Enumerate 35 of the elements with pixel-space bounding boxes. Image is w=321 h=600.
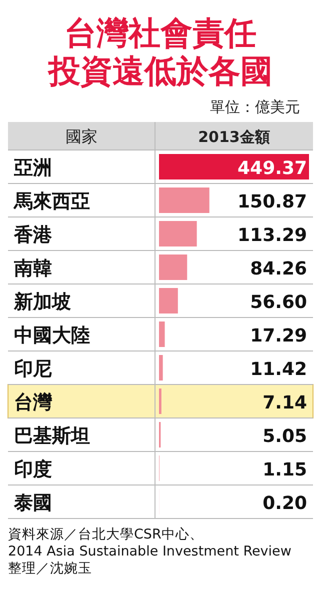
y-tick-label: 中國大陸 <box>14 324 90 346</box>
y-tick-label: 新加坡 <box>13 290 72 313</box>
y-axis-title: 國家 <box>66 127 98 146</box>
data-label: 0.20 <box>262 492 307 514</box>
chart-subtitle: 單位：億美元 <box>210 98 300 116</box>
data-label: 113.29 <box>238 224 307 246</box>
data-label: 150.87 <box>238 191 307 212</box>
text: 整理／沈婉玉 <box>8 560 92 576</box>
data-label: 5.05 <box>262 426 307 447</box>
data-label: 56.60 <box>250 292 307 313</box>
y-tick-label: 香港 <box>13 224 53 246</box>
data-label: 449.37 <box>238 158 307 179</box>
y-tick-label: 亞洲 <box>13 156 52 179</box>
bar <box>159 254 188 280</box>
data-label: 1.15 <box>262 459 307 480</box>
data-label: 84.26 <box>250 258 307 280</box>
chart-title: 台灣社會責任投資遠低於各國 <box>46 14 272 90</box>
y-tick-label: 南韓 <box>13 257 52 280</box>
y-tick-label: 馬來西亞 <box>13 190 90 212</box>
bar <box>159 221 197 246</box>
data-label: 17.29 <box>250 325 307 346</box>
bar <box>159 322 165 347</box>
y-tick-label: 巴基斯坦 <box>14 424 90 447</box>
bar <box>159 288 178 314</box>
bar <box>159 188 210 213</box>
data-label: 11.42 <box>250 358 307 380</box>
y-tick-label: 印尼 <box>14 358 52 380</box>
y-tick-label: 印度 <box>14 458 52 480</box>
text: 2014 Asia Sustainable Investment Review <box>8 544 292 560</box>
x-axis-title: 2013金額 <box>198 128 270 146</box>
y-tick-label: 泰國 <box>13 492 52 514</box>
bar <box>159 355 163 380</box>
source-note: 資料來源／台北大學CSR中心、 <box>8 526 204 542</box>
y-tick-label: 台灣 <box>14 391 53 414</box>
data-label: 7.14 <box>262 392 307 414</box>
